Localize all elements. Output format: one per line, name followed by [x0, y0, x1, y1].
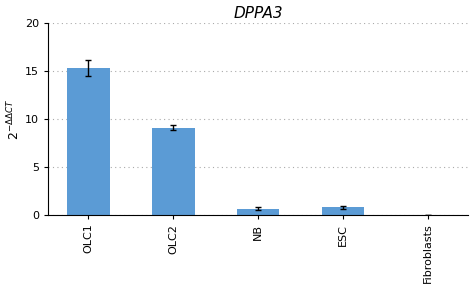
Bar — [237, 209, 280, 215]
Bar — [322, 208, 365, 215]
Y-axis label: 2$^{-ΔΔCT}$: 2$^{-ΔΔCT}$ — [6, 98, 22, 140]
Bar — [152, 127, 194, 215]
Bar — [67, 68, 109, 215]
Title: DPPA3: DPPA3 — [234, 5, 283, 21]
